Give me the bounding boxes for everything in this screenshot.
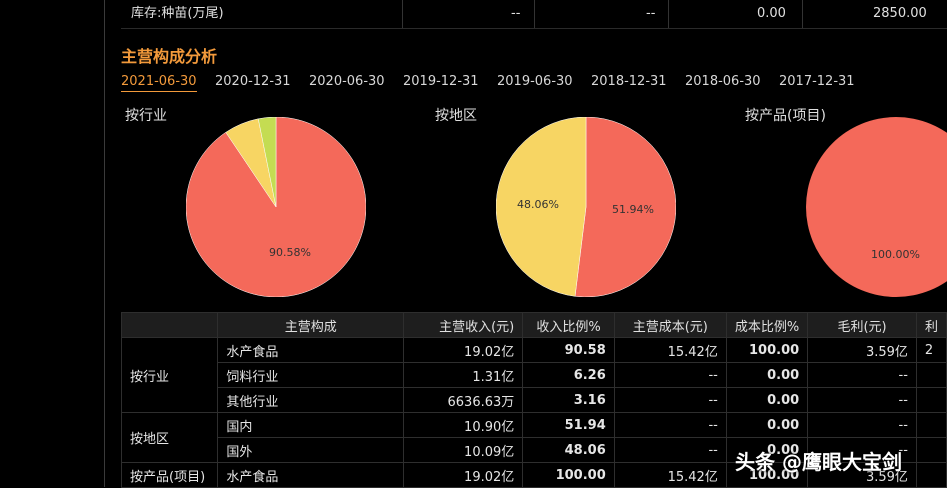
row-revenue-pct: 48.06 — [522, 437, 615, 463]
table-row: 按产品(项目) 水产食品 19.02亿 100.00 15.42亿 100.00… — [120, 462, 947, 488]
pie-slice-domestic[interactable] — [574, 117, 676, 297]
header-group — [120, 312, 219, 338]
header-margin: 利 — [915, 312, 947, 338]
row-revenue-pct: 90.58 — [522, 337, 615, 363]
tab-2017-12-31[interactable]: 2017-12-31 — [779, 74, 855, 89]
composition-table: 主营构成 主营收入(元) 收入比例% 主营成本(元) 成本比例% 毛利(元) 利… — [120, 312, 947, 488]
row-profit: -- — [807, 412, 917, 438]
tab-2020-12-31[interactable]: 2020-12-31 — [215, 74, 291, 89]
pie-region-label-domestic: 51.94% — [612, 203, 654, 216]
row-revenue: 6636.63万 — [403, 387, 524, 413]
inventory-row: 库存:种苗(万尾) -- -- 0.00 2850.00 — [121, 0, 947, 29]
header-profit: 毛利(元) — [807, 312, 917, 338]
pie-slice-other[interactable] — [257, 117, 277, 208]
pie-slice-aquatic-food-product[interactable] — [806, 117, 947, 297]
table-header-row: 主营构成 主营收入(元) 收入比例% 主营成本(元) 成本比例% 毛利(元) 利 — [120, 312, 947, 338]
row-name: 国外 — [217, 437, 405, 463]
group-region: 按地区 — [120, 412, 219, 463]
inventory-col2: -- — [646, 6, 656, 21]
group-industry: 按行业 — [120, 337, 219, 413]
row-cost: 15.42亿 — [613, 462, 727, 488]
table-row: 国外 10.09亿 48.06 -- 0.00 -- — [122, 437, 947, 463]
row-extra — [915, 412, 947, 438]
pie-chart-industry[interactable] — [186, 117, 366, 297]
group-product: 按产品(项目) — [120, 462, 219, 488]
row-revenue: 19.02亿 — [403, 462, 524, 488]
row-revenue-pct: 6.26 — [522, 362, 615, 388]
row-profit: 3.59亿 — [807, 337, 917, 363]
row-revenue-pct: 3.16 — [522, 387, 615, 413]
row-revenue: 10.90亿 — [403, 412, 524, 438]
row-name: 饲料行业 — [217, 362, 405, 388]
row-cost-pct: 0.00 — [725, 362, 809, 388]
header-cost-pct: 成本比例% — [725, 312, 809, 338]
pie-product-title: 按产品(项目) — [745, 108, 826, 124]
table-row: 按地区 国内 10.90亿 51.94 -- 0.00 -- — [120, 412, 947, 463]
table-row: 其他行业 6636.63万 3.16 -- 0.00 -- — [122, 387, 947, 413]
row-cost: -- — [613, 362, 727, 388]
tab-2019-12-31[interactable]: 2019-12-31 — [403, 74, 479, 89]
header-composition: 主营构成 — [217, 312, 405, 338]
row-name: 国内 — [217, 412, 405, 438]
inventory-col1: -- — [511, 6, 521, 21]
pie-industry-label: 90.58% — [269, 246, 311, 259]
table-row: 按行业 水产食品 19.02亿 90.58 15.42亿 100.00 3.59… — [120, 337, 947, 413]
header-cost: 主营成本(元) — [613, 312, 727, 338]
tab-2019-06-30[interactable]: 2019-06-30 — [497, 74, 573, 89]
pie-product-label: 100.00% — [871, 248, 920, 261]
inventory-col3: 0.00 — [757, 6, 786, 21]
row-extra — [915, 462, 947, 488]
row-cost: -- — [613, 412, 727, 438]
tab-2020-06-30[interactable]: 2020-06-30 — [309, 74, 385, 89]
pie-slice-foreign[interactable] — [496, 117, 587, 297]
row-extra — [915, 437, 947, 463]
pie-chart-product[interactable] — [806, 117, 947, 297]
tab-2018-12-31[interactable]: 2018-12-31 — [591, 74, 667, 89]
row-name: 水产食品 — [217, 462, 405, 488]
row-name: 水产食品 — [217, 337, 405, 363]
row-cost-pct: 100.00 — [725, 337, 809, 363]
tab-2018-06-30[interactable]: 2018-06-30 — [685, 74, 761, 89]
row-cost: -- — [613, 387, 727, 413]
row-revenue: 10.09亿 — [403, 437, 524, 463]
row-extra: 2 — [915, 337, 947, 363]
row-profit: -- — [807, 362, 917, 388]
tab-2021-06-30[interactable]: 2021-06-30 — [121, 74, 197, 92]
row-profit: 3.59亿 — [807, 462, 917, 488]
row-profit: -- — [807, 387, 917, 413]
table-row: 饲料行业 1.31亿 6.26 -- 0.00 -- — [122, 362, 947, 388]
pie-region-title: 按地区 — [435, 108, 477, 124]
row-revenue-pct: 100.00 — [522, 462, 615, 488]
row-revenue: 19.02亿 — [403, 337, 524, 363]
inventory-col4: 2850.00 — [873, 6, 927, 21]
row-cost: 15.42亿 — [613, 337, 727, 363]
row-cost-pct: 0.00 — [725, 412, 809, 438]
row-extra — [915, 362, 947, 388]
pie-chart-region[interactable] — [496, 117, 676, 297]
row-cost-pct: 0.00 — [725, 437, 809, 463]
pie-industry-title: 按行业 — [125, 108, 167, 124]
inventory-label: 库存:种苗(万尾) — [131, 6, 224, 21]
header-revenue: 主营收入(元) — [403, 312, 524, 338]
section-title: 主营构成分析 — [121, 47, 218, 66]
row-cost: -- — [613, 437, 727, 463]
row-revenue: 1.31亿 — [403, 362, 524, 388]
row-revenue-pct: 51.94 — [522, 412, 615, 438]
row-name: 其他行业 — [217, 387, 405, 413]
row-cost-pct: 0.00 — [725, 387, 809, 413]
row-cost-pct: 100.00 — [725, 462, 809, 488]
left-divider — [104, 0, 105, 487]
header-revenue-pct: 收入比例% — [522, 312, 615, 338]
watermark: 头条 @鹰眼大宝剑 — [735, 450, 902, 474]
pie-region-label-foreign: 48.06% — [517, 198, 559, 211]
row-extra — [915, 387, 947, 413]
